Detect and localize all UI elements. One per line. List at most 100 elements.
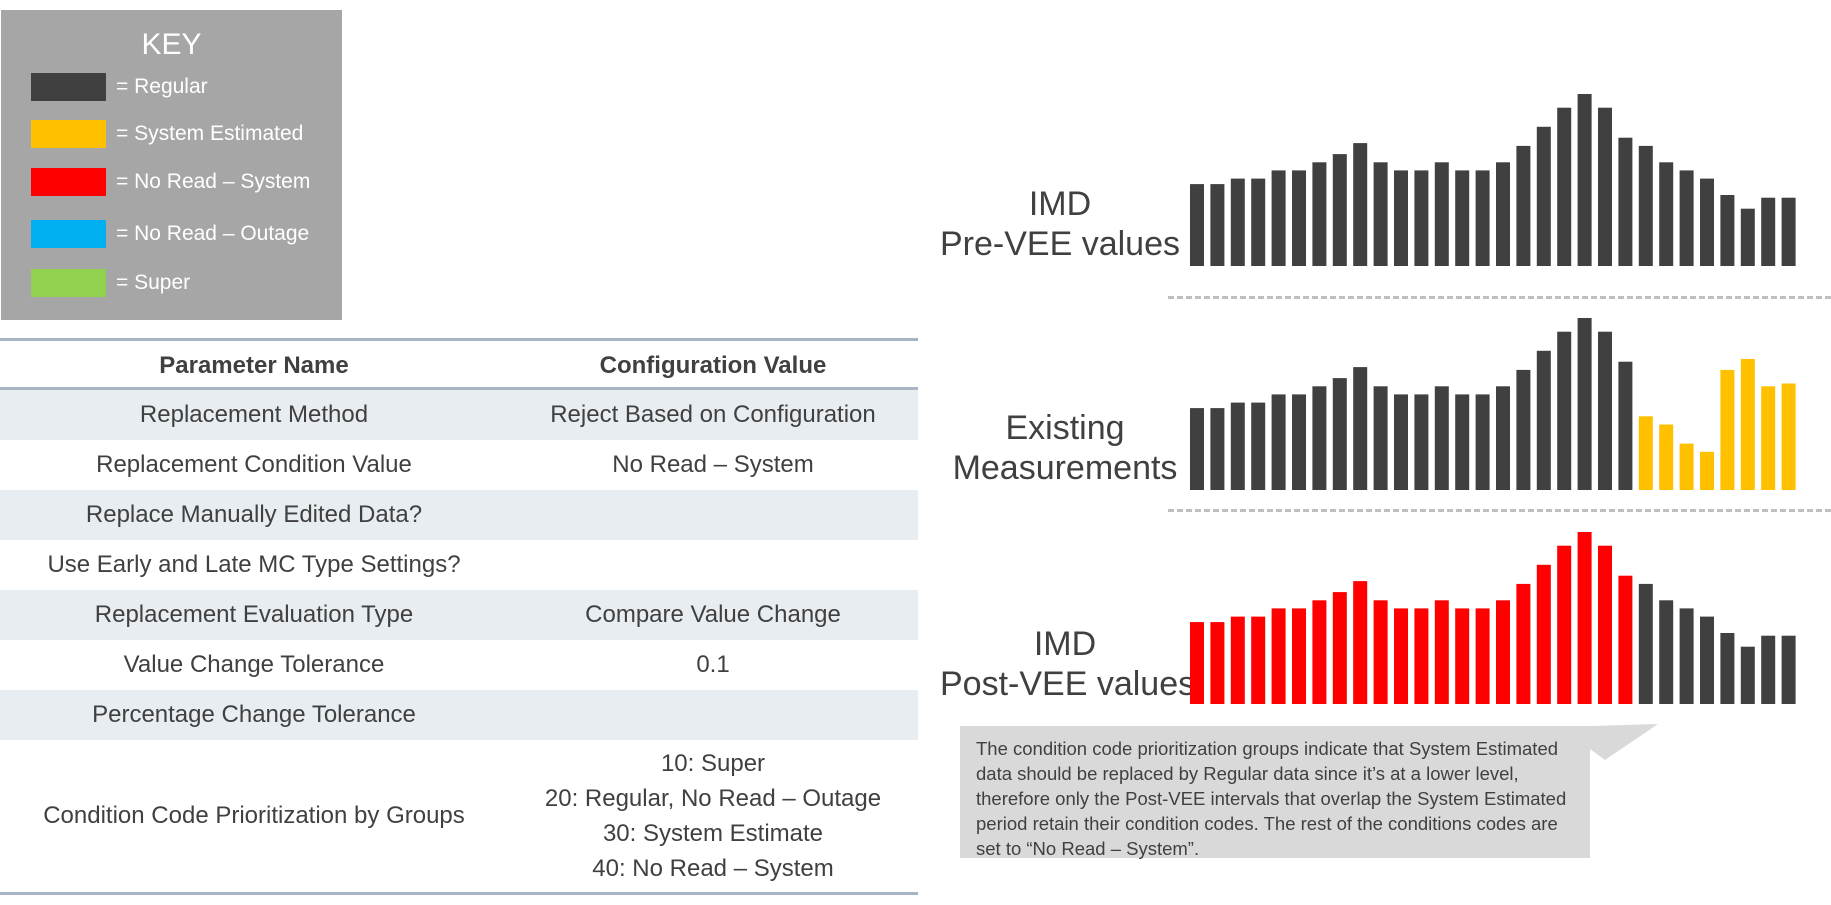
interval-bar [1638,416,1653,490]
interval-bar [1271,608,1286,704]
interval-bar [1577,94,1592,266]
table-row: Percentage Change Tolerance [0,690,918,740]
interval-bar [1373,386,1388,490]
chart-label-existing: Existing Measurements [940,408,1190,488]
row-configuration-value [508,490,918,540]
interval-bar [1659,600,1674,704]
row-parameter-name: Value Change Tolerance [123,651,385,678]
key-item-system-estimated: = System Estimated [31,119,303,149]
interval-bar [1230,402,1245,490]
interval-bar [1781,197,1796,266]
interval-bar [1618,361,1633,490]
table-top-rule [0,338,918,341]
interval-bar [1557,107,1572,266]
interval-bar [1781,383,1796,490]
chart-separator [1168,296,1831,299]
interval-bar [1455,170,1470,266]
config-value-line: 40: No Read – System [592,855,834,882]
interval-bar [1700,178,1714,266]
key-item-no-read-outage: = No Read – Outage [31,219,309,249]
interval-bar [1271,170,1286,266]
interval-bar [1292,608,1306,704]
interval-bar [1740,208,1755,266]
table-row: Replacement Condition Value No Read – Sy… [0,440,918,490]
interval-bar [1434,386,1449,490]
config-value-line: 30: System Estimate [602,820,824,847]
key-label-super: = Super [116,271,191,294]
chart-label-pre-vee: IMD Pre-VEE values [940,184,1180,264]
interval-bar [1577,318,1592,490]
interval-bar [1700,616,1714,704]
interval-bar [1332,378,1347,490]
key-label-system-estimated: = System Estimated [116,122,304,145]
chart-label-line: Post-VEE values [940,665,1196,703]
interval-bar [1536,350,1551,490]
header-parameter-name: Parameter Name [159,352,349,379]
key-item-regular: = Regular [31,72,208,102]
interval-bar [1659,162,1674,266]
table-row: Replacement Evaluation Type Compare Valu… [0,590,918,640]
interval-bar [1332,154,1347,266]
interval-bar [1598,331,1612,490]
interval-bar [1516,583,1531,704]
interval-bar [1230,616,1245,704]
interval-bar [1414,608,1429,704]
interval-bar [1332,592,1347,704]
interval-bar [1761,386,1776,490]
interval-bar [1516,145,1531,266]
chart-label-post-vee: IMD Post-VEE values [940,624,1196,704]
interval-bar [1373,162,1388,266]
row-configuration-value [508,690,918,740]
interval-bar [1638,145,1653,266]
row-configuration-value: No Read – System [612,451,814,478]
table-row: Replacement Method Reject Based on Confi… [0,390,918,440]
interval-bar [1475,170,1490,266]
interval-bar [1251,616,1266,704]
key-title: KEY [141,28,202,61]
table-row: Use Early and Late MC Type Settings? [0,540,918,590]
config-value-line: 20: Regular, No Read – Outage [544,785,882,812]
explanation-callout: The condition code prioritization groups… [960,700,1660,860]
interval-bar [1618,137,1633,266]
row-configuration-value: 0.1 [696,651,730,678]
key-swatch-regular [31,73,106,101]
header-configuration-value: Configuration Value [599,352,827,379]
interval-bar [1210,408,1225,490]
interval-bar [1312,600,1327,704]
row-parameter-name: Condition Code Prioritization by Groups [43,802,465,829]
table-header-rule [0,387,918,390]
bars-post-vee [1190,532,1796,704]
chart-label-line: Existing [1005,409,1125,447]
interval-bar [1679,170,1694,266]
interval-bar [1638,583,1653,704]
interval-bar [1292,394,1306,490]
interval-bar [1455,608,1470,704]
interval-bar [1659,424,1674,490]
key-swatch-no-read-system [31,168,106,196]
interval-bar [1700,451,1714,490]
interval-bar [1394,608,1408,704]
interval-bar [1394,394,1408,490]
row-configuration-value-list: 10: Super 20: Regular, No Read – Outage … [508,740,918,892]
table-bottom-rule [0,892,918,895]
row-parameter-name: Replace Manually Edited Data? [85,501,423,528]
interval-bar [1720,633,1735,704]
interval-bar [1353,143,1368,266]
interval-bar [1740,646,1755,704]
table-row: Value Change Tolerance 0.1 [0,640,918,690]
row-configuration-value: Reject Based on Configuration [550,401,876,428]
interval-bar [1679,608,1694,704]
interval-bar [1190,408,1204,490]
key-label-no-read-system: = No Read – System [116,170,311,193]
table-row: Condition Code Prioritization by Groups … [0,740,918,892]
row-parameter-name: Use Early and Late MC Type Settings? [47,551,461,578]
key-label-regular: = Regular [116,75,208,98]
row-configuration-value [508,540,918,590]
interval-bar [1190,184,1204,266]
interval-bar [1190,622,1204,704]
row-parameter-name: Percentage Change Tolerance [92,701,416,728]
interval-bar [1536,126,1551,266]
interval-bar [1557,545,1572,704]
interval-bar [1414,394,1429,490]
callout-text: The condition code prioritization groups… [960,726,1590,859]
